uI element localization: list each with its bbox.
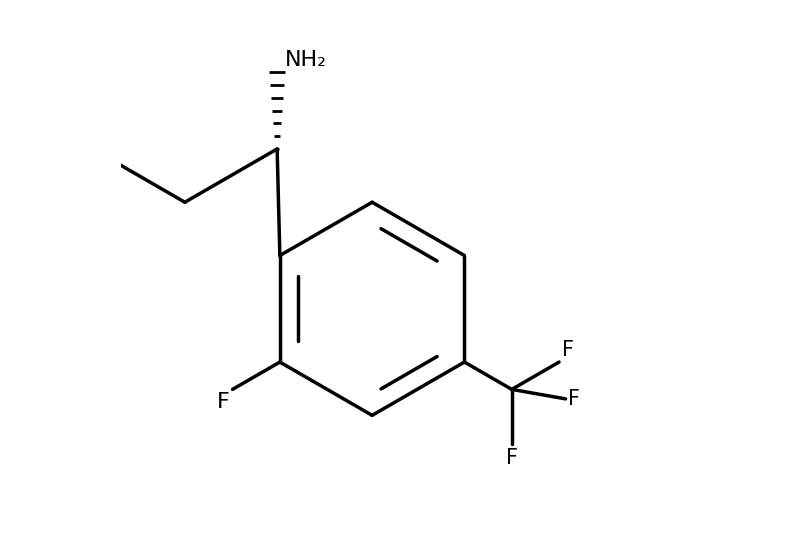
Text: F: F: [568, 389, 580, 409]
Text: F: F: [506, 448, 518, 469]
Text: F: F: [562, 341, 574, 360]
Text: F: F: [217, 392, 230, 412]
Text: NH₂: NH₂: [285, 50, 327, 70]
